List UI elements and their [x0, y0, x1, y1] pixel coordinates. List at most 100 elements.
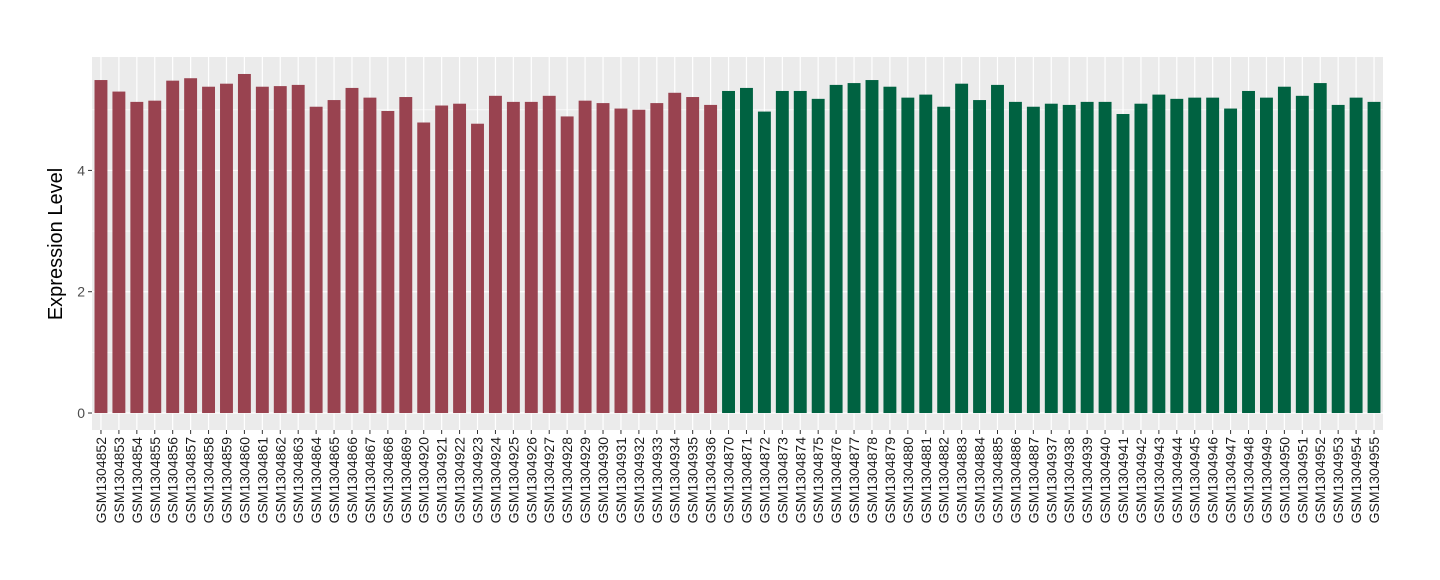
bar-GSM1304868	[381, 110, 395, 414]
x-tick-label: GSM1304869	[398, 437, 414, 524]
x-tick-label: GSM1304952	[1312, 437, 1328, 524]
x-tick-label: GSM1304871	[738, 437, 754, 524]
x-tick-label: GSM1304928	[559, 437, 575, 524]
bar-GSM1304930	[596, 103, 610, 414]
bar-GSM1304924	[488, 95, 502, 414]
x-tick-label: GSM1304876	[828, 437, 844, 524]
bar-GSM1304944	[1170, 98, 1184, 414]
x-tick-label: GSM1304859	[218, 437, 234, 524]
x-tick-label: GSM1304938	[1061, 437, 1077, 524]
x-tick-label: GSM1304877	[846, 437, 862, 524]
bar-GSM1304931	[614, 108, 628, 414]
x-tick-label: GSM1304954	[1348, 437, 1364, 524]
bar-GSM1304886	[1008, 101, 1022, 414]
x-tick-label: GSM1304861	[254, 437, 270, 524]
y-axis: 0 2 4	[77, 162, 92, 421]
x-tick-label: GSM1304882	[936, 437, 952, 524]
bar-GSM1304940	[1098, 101, 1112, 414]
x-tick-label: GSM1304874	[792, 437, 808, 524]
x-tick-label: GSM1304933	[649, 437, 665, 524]
bar-GSM1304857	[184, 78, 198, 414]
x-tick-label: GSM1304852	[93, 437, 109, 524]
bar-GSM1304874	[793, 90, 807, 414]
x-tick-label: GSM1304920	[416, 437, 432, 524]
bar-GSM1304879	[883, 86, 897, 414]
bar-GSM1304881	[919, 94, 933, 414]
bar-GSM1304871	[740, 87, 753, 414]
bar-GSM1304955	[1367, 101, 1381, 414]
bar-GSM1304864	[309, 106, 323, 414]
bar-GSM1304861	[255, 86, 269, 414]
x-tick-label: GSM1304866	[344, 437, 360, 524]
bar-GSM1304877	[847, 83, 861, 414]
x-tick-label: GSM1304865	[326, 437, 342, 524]
x-tick-label: GSM1304926	[523, 437, 539, 524]
bar-GSM1304947	[1224, 108, 1238, 414]
x-tick-label: GSM1304943	[1151, 437, 1167, 524]
x-tick-label: GSM1304883	[954, 437, 970, 524]
bar-GSM1304942	[1134, 103, 1148, 414]
x-tick-label: GSM1304872	[756, 437, 772, 524]
bar-GSM1304883	[955, 83, 969, 414]
x-tick-label: GSM1304937	[1043, 437, 1059, 524]
x-tick-label: GSM1304927	[541, 437, 557, 524]
x-tick-label: GSM1304949	[1258, 437, 1274, 524]
x-tick-label: GSM1304930	[595, 437, 611, 524]
bar-GSM1304943	[1152, 94, 1166, 414]
x-tick-label: GSM1304934	[667, 437, 683, 524]
x-tick-label: GSM1304935	[685, 437, 701, 524]
bar-GSM1304872	[757, 111, 771, 414]
x-tick-label: GSM1304854	[129, 437, 145, 524]
x-tick-label: GSM1304860	[236, 437, 252, 524]
bar-GSM1304934	[668, 92, 682, 414]
y-tick-label: 0	[77, 405, 85, 421]
x-tick-label: GSM1304921	[434, 437, 450, 524]
x-tick-label: GSM1304950	[1276, 437, 1292, 524]
x-tick-label: GSM1304951	[1294, 437, 1310, 524]
bar-GSM1304925	[506, 101, 520, 414]
bar-GSM1304948	[1242, 90, 1255, 414]
x-tick-label: GSM1304855	[147, 437, 163, 524]
y-tick-label: 4	[77, 162, 85, 178]
x-tick-label: GSM1304947	[1223, 437, 1239, 524]
x-tick-label: GSM1304944	[1169, 437, 1185, 524]
x-tick-label: GSM1304936	[703, 437, 719, 524]
x-tick-label: GSM1304873	[774, 437, 790, 524]
x-tick-label: GSM1304941	[1115, 437, 1131, 524]
x-tick-label: GSM1304878	[864, 437, 880, 524]
bar-GSM1304939	[1080, 101, 1094, 414]
bar-GSM1304922	[453, 103, 467, 414]
x-tick-label: GSM1304945	[1187, 437, 1203, 524]
x-tick-label: GSM1304853	[111, 437, 127, 524]
x-tick-label: GSM1304946	[1205, 437, 1221, 524]
bar-GSM1304859	[220, 83, 233, 414]
bar-GSM1304949	[1259, 97, 1273, 414]
bar-GSM1304941	[1116, 114, 1130, 414]
x-tick-label: GSM1304932	[631, 437, 647, 524]
x-tick-label: GSM1304925	[505, 437, 521, 524]
x-tick-label: GSM1304868	[380, 437, 396, 524]
x-tick-label: GSM1304867	[362, 437, 378, 524]
bar-GSM1304870	[722, 90, 735, 414]
x-axis: GSM1304852 GSM1304853 GSM1304854 GSM1304855…	[93, 430, 1382, 523]
x-tick-label: GSM1304939	[1079, 437, 1095, 524]
bar-GSM1304876	[829, 84, 843, 414]
x-tick-label: GSM1304922	[452, 437, 468, 524]
x-tick-label: GSM1304863	[290, 437, 306, 524]
x-tick-label: GSM1304880	[900, 437, 916, 524]
bar-GSM1304853	[112, 91, 126, 414]
bar-GSM1304873	[775, 90, 789, 414]
bar-GSM1304856	[166, 80, 180, 414]
x-tick-label: GSM1304884	[972, 437, 988, 524]
bar-GSM1304855	[148, 100, 162, 414]
x-tick-label: GSM1304955	[1366, 437, 1382, 524]
x-tick-label: GSM1304879	[882, 437, 898, 524]
bar-GSM1304937	[1044, 103, 1058, 414]
bar-GSM1304929	[578, 100, 592, 414]
x-tick-label: GSM1304942	[1133, 437, 1149, 524]
bar-GSM1304945	[1188, 97, 1202, 414]
bar-GSM1304921	[435, 105, 449, 414]
bar-GSM1304866	[345, 87, 359, 414]
bar-GSM1304935	[686, 97, 700, 414]
